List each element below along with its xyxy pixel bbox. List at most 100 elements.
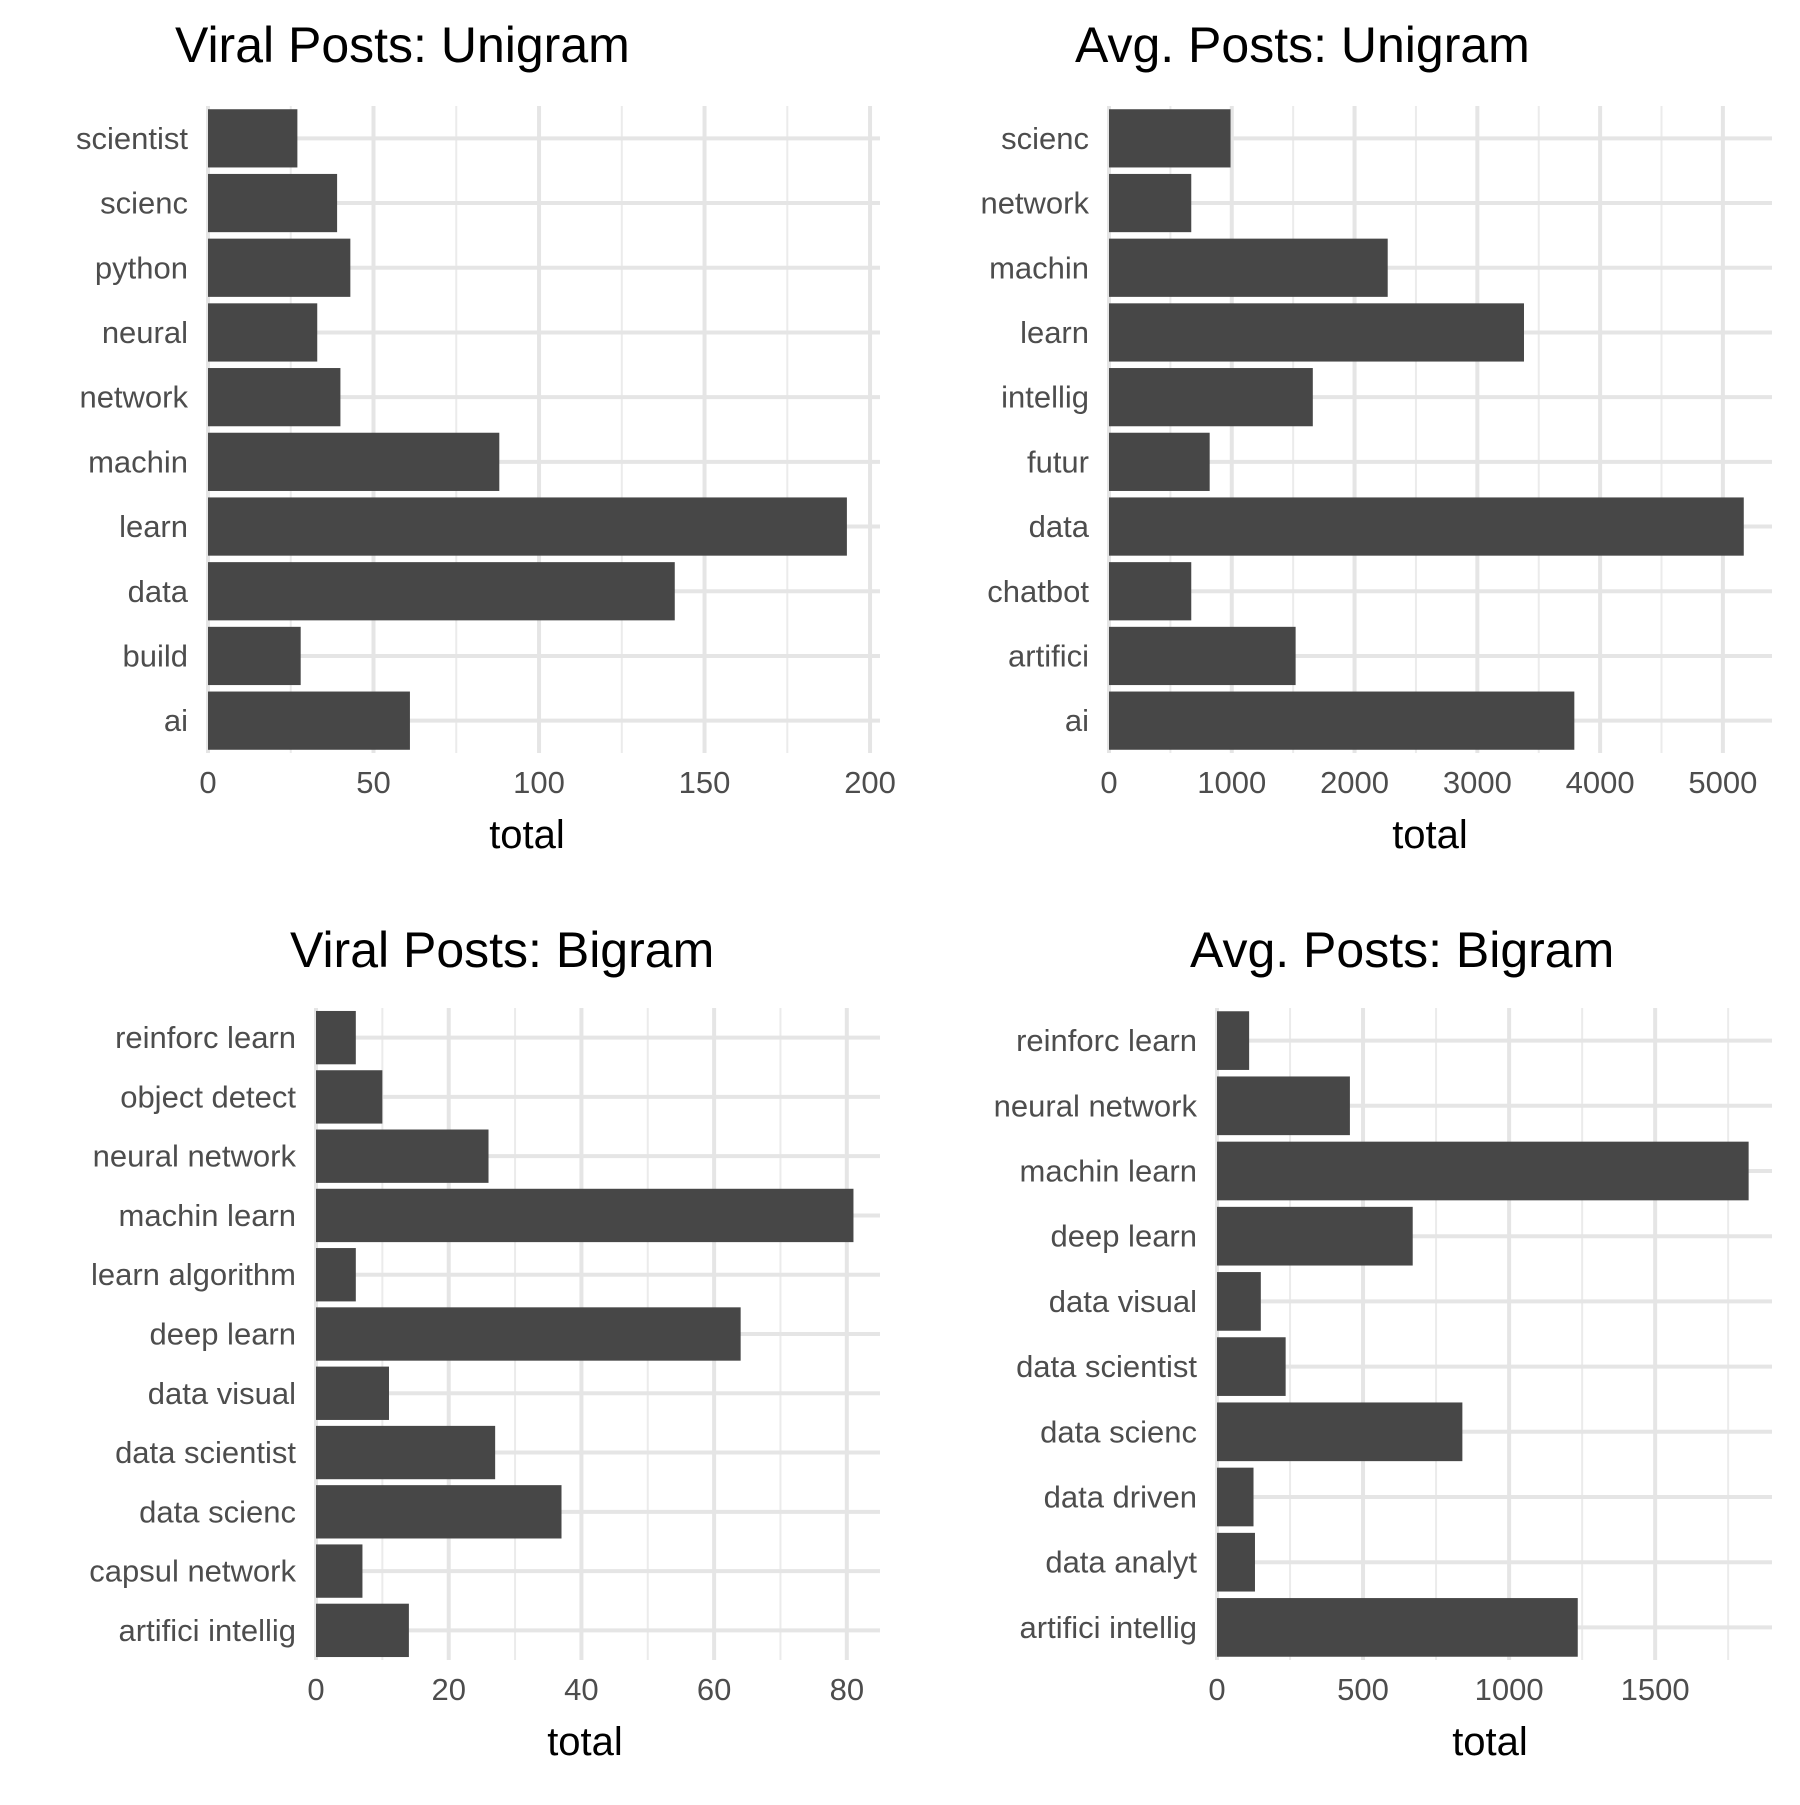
bar-intellig — [1109, 368, 1313, 427]
y-tick-label: machin — [989, 250, 1089, 285]
y-tick-label: data scienc — [139, 1494, 296, 1529]
y-tick-label: learn — [1020, 315, 1089, 350]
x-axis-label: total — [489, 813, 565, 857]
bar-data-scienc — [316, 1485, 562, 1539]
x-tick-label: 80 — [830, 1672, 864, 1707]
bar-scienc — [208, 173, 338, 233]
y-tick-label: scientist — [76, 121, 188, 156]
chart-panel-2: scienc network machin learn intellig futur dat… — [980, 17, 1772, 857]
y-tick-label: reinforc learn — [1016, 1023, 1197, 1058]
y-tick-label: artifici intellig — [1020, 1610, 1197, 1645]
bar-data-driven — [1217, 1467, 1254, 1527]
x-tick-label: 40 — [564, 1672, 598, 1707]
x-tick-label: 5000 — [1688, 765, 1757, 800]
bar-machin-learn — [1217, 1141, 1749, 1201]
x-axis-label: total — [1392, 813, 1468, 857]
x-tick-label: 60 — [697, 1672, 731, 1707]
y-tick-label: data — [128, 574, 189, 609]
chart-title: Viral Posts: Unigram — [175, 17, 630, 73]
y-tick-label: data scienc — [1040, 1414, 1197, 1449]
bar-python — [208, 238, 351, 297]
y-tick-label: machin — [88, 444, 188, 479]
bar-learn — [1109, 303, 1524, 362]
bar-network — [1109, 173, 1192, 233]
y-tick-label: deep learn — [1050, 1219, 1197, 1254]
y-tick-label: artifici intellig — [119, 1613, 296, 1648]
bar-ai — [208, 691, 410, 750]
x-tick-label: 3000 — [1443, 765, 1512, 800]
chart-title: Avg. Posts: Unigram — [1075, 17, 1530, 73]
y-tick-label: neural — [102, 315, 188, 350]
x-tick-label: 50 — [356, 765, 390, 800]
y-tick-label: scienc — [1001, 121, 1089, 156]
x-tick-label: 1000 — [1197, 765, 1266, 800]
y-tick-label: data analyt — [1045, 1545, 1197, 1580]
x-tick-label: 100 — [513, 765, 565, 800]
bar-data-scientist — [1217, 1337, 1286, 1396]
bar-learn-algorithm — [316, 1248, 356, 1302]
y-tick-label: intellig — [1001, 380, 1089, 415]
bar-reinforc-learn — [316, 1010, 356, 1065]
bar-neural-network — [316, 1129, 489, 1183]
y-tick-label: data scientist — [1016, 1349, 1197, 1384]
bar-data-scienc — [1217, 1402, 1463, 1462]
y-tick-label: scienc — [100, 186, 188, 221]
y-tick-label: machin learn — [119, 1198, 296, 1233]
bar-network — [208, 368, 341, 427]
bar-capsul-network — [316, 1544, 363, 1598]
x-tick-label: 0 — [1208, 1672, 1225, 1707]
y-tick-label: deep learn — [149, 1317, 296, 1352]
y-tick-label: network — [980, 186, 1089, 221]
bar-learn — [208, 497, 847, 556]
bar-chatbot — [1109, 562, 1192, 621]
x-tick-label: 0 — [307, 1672, 324, 1707]
y-tick-label: machin learn — [1020, 1154, 1197, 1189]
x-tick-label: 500 — [1337, 1672, 1389, 1707]
y-tick-label: data scientist — [115, 1435, 296, 1470]
y-tick-label: learn algorithm — [91, 1257, 296, 1292]
x-tick-label: 200 — [844, 765, 896, 800]
bar-object-detect — [316, 1070, 383, 1124]
x-tick-label: 150 — [679, 765, 731, 800]
chart-title: Viral Posts: Bigram — [290, 922, 714, 978]
y-tick-label: learn — [119, 509, 188, 544]
x-tick-label: 20 — [431, 1672, 465, 1707]
y-tick-label: reinforc learn — [115, 1020, 296, 1055]
chart-panel-3: reinforc learn object detect neural networ… — [89, 922, 880, 1764]
y-tick-label: data driven — [1044, 1480, 1197, 1515]
bar-neural — [208, 303, 318, 362]
y-tick-label: data — [1029, 509, 1090, 544]
x-tick-label: 0 — [199, 765, 216, 800]
bar-data — [208, 562, 675, 621]
chart-panel-4: reinforc learn neural network machin learn… — [994, 922, 1772, 1764]
bar-deep-learn — [316, 1307, 741, 1361]
chart-panel-1: scientist scienc python neural network machin… — [76, 17, 896, 857]
y-tick-label: python — [95, 250, 188, 285]
y-tick-label: data visual — [1049, 1284, 1197, 1319]
bar-machin — [1109, 238, 1388, 297]
y-tick-label: object detect — [120, 1079, 296, 1114]
x-axis-label: total — [547, 1720, 623, 1764]
y-tick-label: futur — [1027, 444, 1089, 479]
bar-data-visual — [1217, 1272, 1261, 1331]
bar-artifici-intellig — [316, 1603, 409, 1658]
bar-machin — [208, 432, 500, 491]
y-tick-label: ai — [1065, 703, 1089, 738]
x-tick-label: 0 — [1100, 765, 1117, 800]
bar-deep-learn — [1217, 1206, 1413, 1266]
bar-artifici — [1109, 626, 1296, 686]
bar-machin-learn — [316, 1188, 854, 1243]
bar-neural-network — [1217, 1076, 1350, 1136]
x-tick-label: 1500 — [1621, 1672, 1690, 1707]
bar-data — [1109, 497, 1744, 556]
y-tick-label: neural network — [93, 1139, 297, 1174]
x-axis-label: total — [1452, 1720, 1528, 1764]
chart-title: Avg. Posts: Bigram — [1190, 922, 1614, 978]
bar-futur — [1109, 432, 1210, 491]
bar-data-analyt — [1217, 1532, 1255, 1592]
bar-scientist — [208, 109, 298, 168]
y-tick-label: capsul network — [89, 1554, 296, 1589]
bar-build — [208, 626, 301, 686]
bar-scienc — [1109, 109, 1231, 168]
